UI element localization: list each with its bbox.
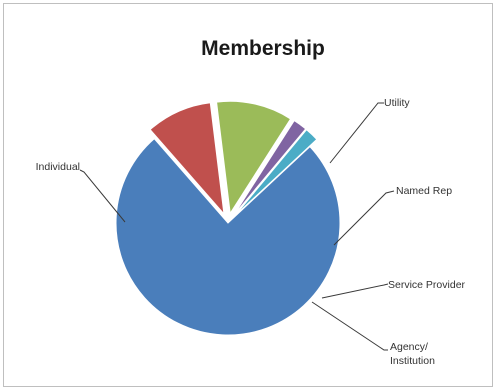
leader-line-1 bbox=[79, 169, 126, 223]
slice-label-4: Service Provider bbox=[388, 279, 466, 291]
pie-slice-service-provider bbox=[233, 119, 307, 216]
leader-line-5 bbox=[311, 301, 388, 351]
leader-line-2 bbox=[329, 102, 384, 164]
slice-label-5-line-1: Agency/ bbox=[390, 341, 428, 353]
pie-slice-utility bbox=[149, 102, 225, 216]
leader-line-4 bbox=[321, 283, 389, 299]
slice-label-5-line-2: Institution bbox=[390, 355, 435, 367]
pie-slice-named-rep bbox=[216, 100, 292, 215]
slice-label-3: Named Rep bbox=[396, 185, 452, 197]
slice-label-2: Utility bbox=[384, 97, 410, 109]
pie-slice-individual bbox=[115, 138, 341, 336]
slice-label-1: Individual bbox=[36, 161, 80, 173]
leader-line-3 bbox=[333, 190, 395, 246]
pie-slice-agency-institution bbox=[234, 128, 318, 217]
chart-title: Membership bbox=[201, 37, 325, 60]
